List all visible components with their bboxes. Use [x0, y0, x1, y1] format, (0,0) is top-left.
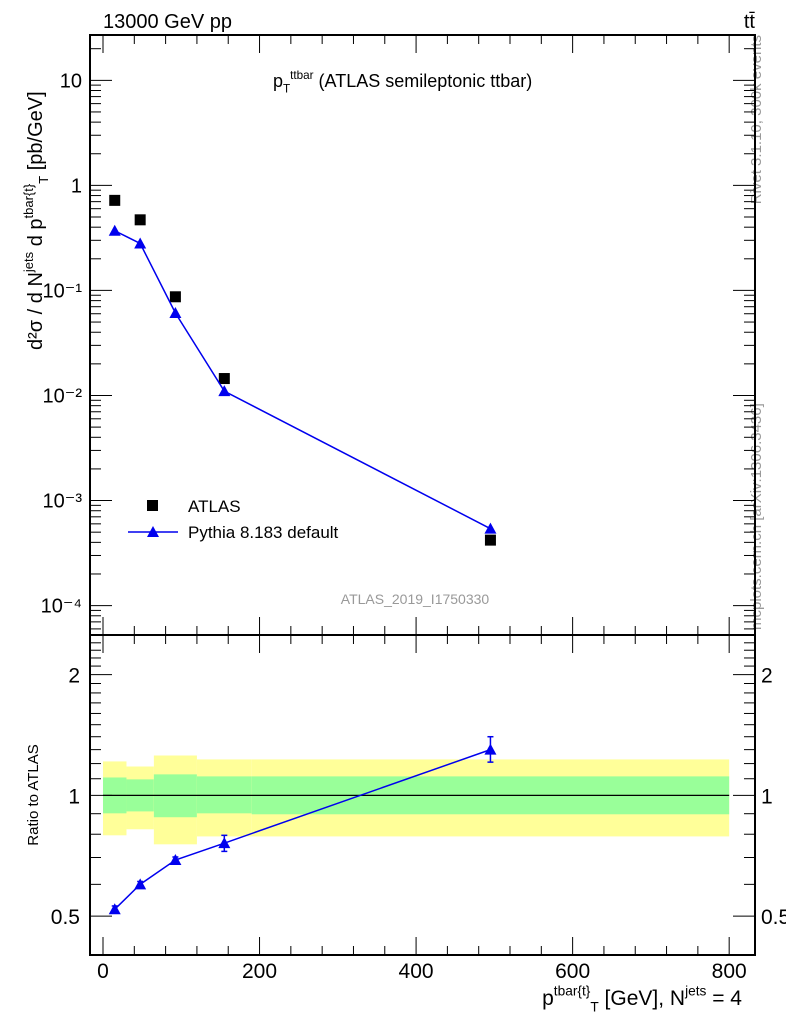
- legend-atlas-marker: [147, 500, 158, 511]
- pythia-data-point: [134, 237, 147, 249]
- atlas-data-point: [218, 373, 230, 385]
- subscript: T: [590, 999, 599, 1014]
- header-left: 13000 GeV pp: [103, 11, 232, 33]
- x-tick-label: 200: [242, 960, 277, 983]
- pythia-data-point: [218, 385, 231, 397]
- plot-frame: [89, 34, 756, 956]
- ratio-y-tick-label-right: 1: [761, 785, 773, 808]
- x-tick-label: 800: [712, 960, 747, 983]
- y-tick-label: 10⁻²: [43, 385, 83, 407]
- ratio-y-tick-label: 1: [68, 785, 80, 808]
- text-run: [pb/GeV]: [25, 91, 47, 176]
- superscript: tbar{t}: [21, 183, 36, 218]
- text-run: = 4: [706, 987, 742, 1010]
- side-mcplots: mcplots.cern.ch [arXiv:1306.3436]: [748, 403, 765, 630]
- side-rivet: Rivet 3.1.10, 300k events: [748, 35, 765, 204]
- main-title: pTttbar (ATLAS semileptonic ttbar): [273, 69, 532, 96]
- atlas-data-point: [134, 214, 146, 226]
- ratio-data-point: [134, 878, 147, 890]
- x-axis-label: ptbar{t}T [GeV], Njets = 4: [542, 984, 742, 1015]
- legend-pythia-marker: [147, 526, 159, 537]
- subscript: T: [36, 176, 51, 184]
- text-run: d²σ / d N: [25, 272, 47, 350]
- pythia-data-point: [108, 224, 121, 236]
- x-tick-label: 0: [97, 960, 109, 983]
- legend-pythia-label: Pythia 8.183 default: [188, 523, 339, 542]
- legend-atlas-label: ATLAS: [188, 497, 241, 516]
- ratio-ylabel: Ratio to ATLAS: [25, 744, 42, 845]
- pythia-data-point: [484, 522, 497, 534]
- ratio-y-tick-label-right: 0.5: [761, 906, 786, 929]
- superscript: tbar{t}: [554, 984, 591, 999]
- ratio-y-tick-label: 2: [68, 665, 80, 688]
- pythia-data-point: [169, 306, 182, 318]
- ratio-data-point: [484, 743, 497, 755]
- y-tick-label: 1: [71, 175, 82, 197]
- header-right: tt̄: [744, 11, 756, 33]
- ratio-y-tick-label: 0.5: [51, 906, 80, 929]
- ratio-data-point: [108, 903, 121, 915]
- ratio-data-point: [218, 837, 231, 849]
- text-run: d p: [25, 218, 47, 251]
- y-tick-label: 10⁻⁴: [41, 596, 82, 618]
- y-tick-label: 10⁻¹: [43, 280, 83, 302]
- x-tick-label: 400: [399, 960, 434, 983]
- text-run: p: [542, 987, 554, 1010]
- ratio-y-tick-label-right: 2: [761, 665, 773, 688]
- x-tick-label: 600: [555, 960, 590, 983]
- pythia-line: [114, 230, 491, 530]
- superscript: jets: [684, 984, 706, 999]
- text-run: [GeV], N: [599, 987, 685, 1010]
- superscript: ttbar: [290, 69, 313, 82]
- watermark: ATLAS_2019_I1750330: [341, 591, 490, 607]
- atlas-data-point: [169, 291, 181, 303]
- atlas-data-point: [109, 194, 121, 206]
- legend: ATLAS Pythia 8.183 default: [128, 497, 339, 542]
- subscript: T: [283, 82, 290, 95]
- y-tick-label: 10: [60, 70, 82, 92]
- superscript: jets: [21, 251, 36, 273]
- ratio-data-point: [169, 854, 182, 866]
- text-run: p: [273, 71, 283, 91]
- y-tick-label: 10⁻³: [43, 491, 83, 513]
- main-ylabel: d²σ / d Njets d ptbar{t}T [pb/GeV]: [21, 91, 51, 350]
- text-run: (ATLAS semileptonic ttbar): [314, 71, 533, 91]
- atlas-data-point: [484, 534, 496, 546]
